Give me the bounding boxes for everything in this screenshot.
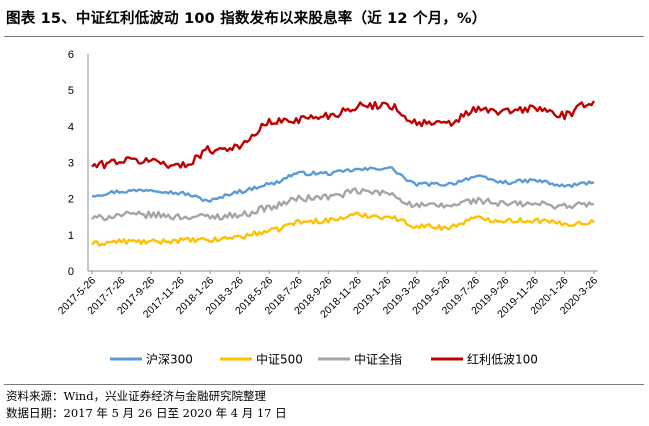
date-note: 数据日期：2017 年 5 月 26 日至 2020 年 4 月 17 日 xyxy=(6,406,287,420)
legend-label: 沪深300 xyxy=(146,353,193,367)
legend-label: 红利低波100 xyxy=(467,352,538,367)
y-tick-label: 3 xyxy=(68,158,74,170)
series-line xyxy=(91,211,595,247)
legend-label: 中证全指 xyxy=(354,352,402,367)
line-chart: 0 1 2 3 4 5 6 2017-5-262017-7-262017-9-262017-… xyxy=(56,49,600,367)
y-tick-label: 4 xyxy=(68,121,74,133)
y-axis: 0 1 2 3 4 5 6 xyxy=(68,49,89,278)
series-layer xyxy=(91,100,596,247)
legend-label: 中证500 xyxy=(256,352,303,367)
legend-item: 红利低波100 xyxy=(431,352,538,367)
chart-title: 图表 15、中证红利低波动 100 指数发布以来股息率（近 12 个月，%） xyxy=(6,11,487,27)
y-tick-label: 2 xyxy=(68,194,74,206)
series-line xyxy=(91,100,596,170)
legend-item: 中证500 xyxy=(220,352,303,367)
series-line xyxy=(91,187,595,222)
y-tick-label: 5 xyxy=(68,85,74,97)
series-line xyxy=(91,166,595,203)
legend: 沪深300 中证500 中证全指 红利低波100 xyxy=(110,352,538,367)
footer-divider xyxy=(4,384,644,385)
y-tick-label: 0 xyxy=(68,266,74,278)
y-tick-label: 6 xyxy=(68,49,74,61)
source-note: 资料来源：Wind，兴业证券经济与金融研究院整理 xyxy=(6,389,267,403)
y-tick-label: 1 xyxy=(68,230,74,242)
chart-notes: 资料来源：Wind，兴业证券经济与金融研究院整理 数据日期：2017 年 5 月… xyxy=(6,388,287,422)
legend-item: 中证全指 xyxy=(318,352,402,367)
x-axis: 2017-5-262017-7-262017-9-262017-11-26201… xyxy=(56,270,600,321)
legend-item: 沪深300 xyxy=(110,353,193,367)
title-divider xyxy=(4,36,644,37)
